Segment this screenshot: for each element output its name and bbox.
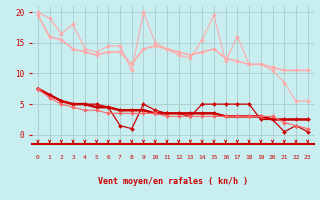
X-axis label: Vent moyen/en rafales ( kn/h ): Vent moyen/en rafales ( kn/h ) bbox=[98, 177, 248, 186]
